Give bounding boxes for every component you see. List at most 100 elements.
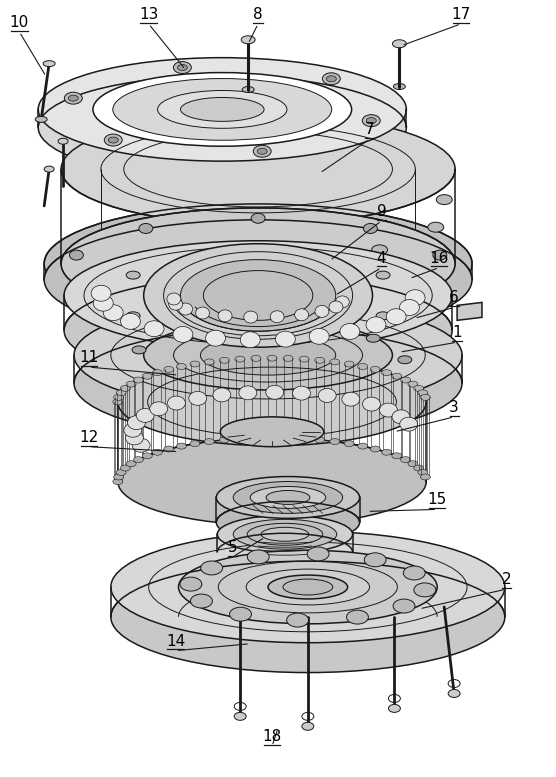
Ellipse shape xyxy=(389,705,400,713)
Ellipse shape xyxy=(126,382,136,387)
Ellipse shape xyxy=(235,356,245,362)
Ellipse shape xyxy=(35,117,47,122)
Ellipse shape xyxy=(364,224,378,233)
Ellipse shape xyxy=(157,90,287,128)
Ellipse shape xyxy=(126,431,143,445)
Ellipse shape xyxy=(233,519,337,549)
Ellipse shape xyxy=(408,382,418,387)
Ellipse shape xyxy=(414,465,424,471)
Text: 18: 18 xyxy=(262,729,282,744)
Ellipse shape xyxy=(386,308,406,325)
Ellipse shape xyxy=(130,258,150,274)
Ellipse shape xyxy=(113,399,123,405)
Ellipse shape xyxy=(266,490,310,504)
Ellipse shape xyxy=(204,438,214,444)
Ellipse shape xyxy=(110,267,130,282)
Ellipse shape xyxy=(70,283,83,293)
Ellipse shape xyxy=(68,96,78,101)
Ellipse shape xyxy=(371,245,388,255)
Ellipse shape xyxy=(403,566,425,580)
Ellipse shape xyxy=(242,86,254,92)
Ellipse shape xyxy=(220,437,229,443)
Text: 2: 2 xyxy=(502,572,512,587)
Ellipse shape xyxy=(344,441,354,447)
Text: 10: 10 xyxy=(9,15,29,30)
Ellipse shape xyxy=(287,613,309,627)
Ellipse shape xyxy=(364,553,386,566)
Ellipse shape xyxy=(392,453,402,458)
Ellipse shape xyxy=(143,320,393,390)
Ellipse shape xyxy=(366,317,386,333)
Ellipse shape xyxy=(401,457,410,462)
Polygon shape xyxy=(457,302,482,320)
Ellipse shape xyxy=(414,385,424,392)
Text: 1: 1 xyxy=(452,326,462,340)
Ellipse shape xyxy=(394,84,405,89)
Ellipse shape xyxy=(401,377,410,383)
Ellipse shape xyxy=(118,358,426,446)
Text: 13: 13 xyxy=(139,7,158,22)
Ellipse shape xyxy=(251,320,265,330)
Ellipse shape xyxy=(105,134,122,146)
Ellipse shape xyxy=(113,474,123,480)
Ellipse shape xyxy=(299,436,309,441)
Ellipse shape xyxy=(326,76,336,82)
Ellipse shape xyxy=(267,435,277,441)
Ellipse shape xyxy=(126,271,140,279)
Ellipse shape xyxy=(173,326,193,343)
Ellipse shape xyxy=(220,357,229,364)
Ellipse shape xyxy=(181,260,336,331)
Ellipse shape xyxy=(330,359,340,365)
Ellipse shape xyxy=(150,402,168,416)
Ellipse shape xyxy=(190,441,200,447)
Ellipse shape xyxy=(244,311,257,323)
Ellipse shape xyxy=(164,367,174,372)
Ellipse shape xyxy=(358,364,368,370)
Ellipse shape xyxy=(152,449,162,455)
Ellipse shape xyxy=(283,435,293,441)
Ellipse shape xyxy=(43,61,55,67)
Ellipse shape xyxy=(285,321,299,329)
Ellipse shape xyxy=(379,403,398,417)
Text: 7: 7 xyxy=(365,122,374,138)
Ellipse shape xyxy=(127,416,146,430)
Ellipse shape xyxy=(121,465,130,471)
Ellipse shape xyxy=(251,435,261,441)
Ellipse shape xyxy=(139,310,153,319)
Ellipse shape xyxy=(58,138,68,145)
Ellipse shape xyxy=(61,208,455,319)
Ellipse shape xyxy=(218,310,232,322)
Ellipse shape xyxy=(144,321,164,336)
Ellipse shape xyxy=(220,416,324,447)
Ellipse shape xyxy=(216,501,360,543)
Ellipse shape xyxy=(164,446,174,452)
Ellipse shape xyxy=(64,276,452,385)
Ellipse shape xyxy=(230,608,251,621)
Ellipse shape xyxy=(132,438,150,452)
Ellipse shape xyxy=(292,386,310,400)
Ellipse shape xyxy=(381,370,391,375)
Ellipse shape xyxy=(340,323,360,340)
Ellipse shape xyxy=(381,449,391,455)
Ellipse shape xyxy=(113,395,123,400)
Ellipse shape xyxy=(173,288,187,300)
Ellipse shape xyxy=(216,476,360,518)
Ellipse shape xyxy=(180,577,202,591)
Ellipse shape xyxy=(116,390,126,395)
Ellipse shape xyxy=(142,373,152,379)
Ellipse shape xyxy=(167,396,185,410)
Text: 17: 17 xyxy=(451,7,471,22)
Ellipse shape xyxy=(241,36,255,44)
Ellipse shape xyxy=(196,307,210,319)
Ellipse shape xyxy=(118,437,426,525)
Ellipse shape xyxy=(143,244,373,347)
Ellipse shape xyxy=(267,355,277,361)
Ellipse shape xyxy=(111,531,505,643)
Ellipse shape xyxy=(376,312,390,320)
Ellipse shape xyxy=(344,361,354,367)
Ellipse shape xyxy=(363,397,380,411)
Ellipse shape xyxy=(97,276,117,291)
Ellipse shape xyxy=(217,515,353,553)
Ellipse shape xyxy=(420,474,430,480)
Ellipse shape xyxy=(156,252,176,267)
